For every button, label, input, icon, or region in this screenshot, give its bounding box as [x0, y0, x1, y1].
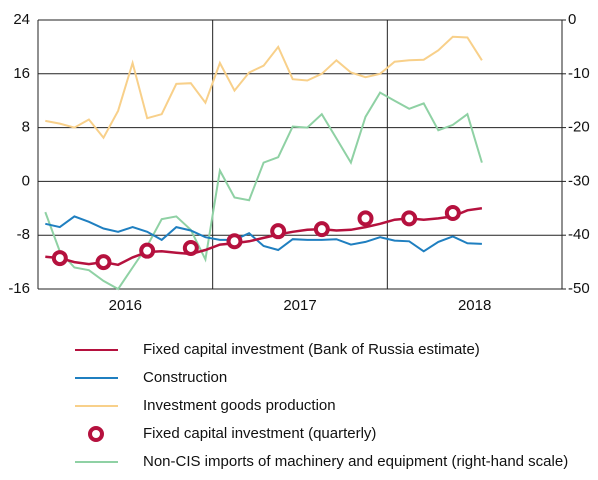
y-tick-label: 16 — [13, 65, 30, 82]
y2-tick-label: -40 — [568, 226, 590, 243]
x-tick-label: 2018 — [458, 297, 491, 314]
marker — [401, 210, 418, 227]
marker — [270, 223, 287, 240]
y-tick-label: -8 — [17, 226, 30, 243]
legend-label: Non-CIS imports of machinery and equipme… — [143, 453, 568, 470]
x-tick-label: 2017 — [283, 297, 316, 314]
marker — [444, 205, 461, 222]
y2-tick-label: -30 — [568, 172, 590, 189]
marker — [313, 221, 330, 238]
y-tick-label: 0 — [22, 172, 30, 189]
series-line — [45, 35, 483, 140]
y2-tick-label: -10 — [568, 65, 590, 82]
legend-label: Construction — [143, 369, 227, 386]
x-tick-label: 2016 — [109, 297, 142, 314]
y2-tick-label: -20 — [568, 119, 590, 136]
marker — [182, 239, 199, 256]
marker — [51, 250, 68, 267]
legend-label: Fixed capital investment (Bank of Russia… — [143, 341, 480, 358]
legend-label: Investment goods production — [143, 397, 336, 414]
y2-tick-label: 0 — [568, 11, 576, 28]
y-tick-label: 8 — [22, 119, 30, 136]
y2-tick-label: -50 — [568, 280, 590, 297]
y-tick-label: 24 — [13, 11, 30, 28]
marker — [357, 210, 374, 227]
series-line — [45, 215, 482, 253]
series-line — [44, 91, 483, 291]
legend-marker — [88, 426, 104, 442]
y-tick-label: -16 — [8, 280, 30, 297]
marker — [139, 242, 156, 259]
legend-label: Fixed capital investment (quarterly) — [143, 425, 376, 442]
marker — [95, 254, 112, 271]
marker — [226, 233, 243, 250]
